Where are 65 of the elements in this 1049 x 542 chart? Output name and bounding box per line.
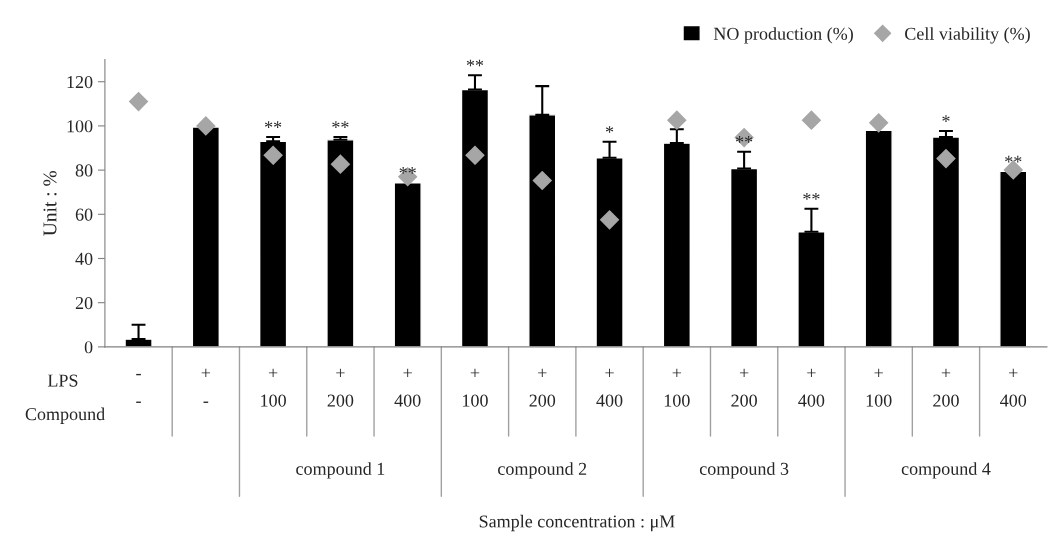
x-tick-label: + 100 — [463, 368, 488, 407]
data-label: ** — [1005, 155, 1022, 163]
x-tick-label: + 400 — [1000, 368, 1027, 407]
y-axis-title: Unit : % — [43, 170, 57, 236]
bar — [797, 231, 826, 347]
bar — [864, 129, 893, 347]
data-label: ** — [264, 121, 282, 128]
bar — [528, 114, 557, 347]
bar — [729, 167, 759, 347]
x-tick-label: + 400 — [394, 368, 421, 407]
y-tick-label: 120 — [67, 75, 93, 89]
x-tick-label: + 200 — [529, 368, 556, 407]
legend-label: NO production (%) — [713, 27, 853, 44]
text: compound 4 — [901, 462, 991, 479]
data-label: ** — [466, 59, 484, 67]
x-tick-label: + 400 — [798, 368, 825, 407]
x-tick-label: + 200 — [731, 368, 757, 407]
point — [801, 110, 821, 130]
data-label: * — [605, 126, 614, 133]
text: compound 1 — [296, 462, 385, 479]
x-tick-label: + 100 — [664, 368, 690, 407]
text: Compound — [25, 407, 105, 424]
point — [330, 154, 350, 174]
x-tick-label: + 200 — [933, 368, 959, 407]
bar — [258, 140, 288, 347]
bar — [326, 139, 355, 347]
data-label: ** — [803, 193, 820, 200]
x-tick-label: + 100 — [866, 368, 892, 407]
bar — [595, 157, 624, 347]
text: compound 2 — [498, 462, 587, 479]
point — [869, 113, 889, 133]
point — [600, 210, 620, 230]
legend-label: Cell viability (%) — [905, 27, 1030, 44]
point — [532, 170, 552, 191]
x-tick-label: + 100 — [261, 368, 286, 407]
y-tick-label: 0 — [84, 341, 93, 354]
y-tick-label: 100 — [67, 120, 93, 133]
text: Sample concentration : μM — [479, 514, 675, 532]
point — [129, 92, 149, 112]
data-label: ** — [735, 136, 753, 143]
point — [667, 110, 687, 130]
y-tick-label: 20 — [75, 296, 93, 310]
x-tick-label: + 200 — [327, 368, 354, 407]
y-tick-label: 40 — [75, 252, 93, 265]
bar — [662, 142, 691, 347]
category-label: + - — [201, 368, 211, 403]
category-label: - - — [136, 373, 141, 403]
text: compound 3 — [699, 462, 789, 479]
bar — [124, 338, 153, 347]
y-tick-label: 60 — [75, 208, 93, 221]
data-label: ** — [399, 167, 416, 174]
point — [196, 116, 216, 136]
text: LPS — [47, 374, 78, 387]
point — [263, 145, 283, 165]
y-tick-label: 80 — [75, 164, 93, 177]
point — [936, 149, 956, 169]
data-label: ** — [332, 121, 349, 128]
bar — [460, 88, 490, 347]
bar — [191, 126, 220, 347]
point — [465, 145, 485, 165]
x-tick-label: + 400 — [596, 368, 623, 407]
bar — [999, 170, 1028, 347]
bar — [393, 182, 422, 347]
bar — [931, 136, 961, 347]
data-label: * — [942, 115, 950, 122]
